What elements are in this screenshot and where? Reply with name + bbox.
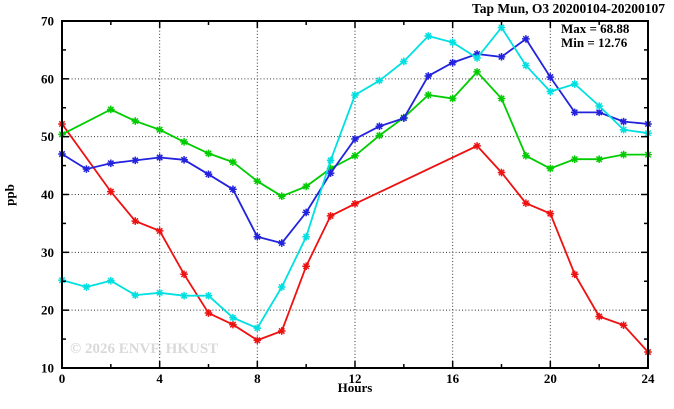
- min-annotation: Min = 12.76: [561, 35, 628, 50]
- chart-title: Tap Mun, O3 20200104-20200107: [472, 1, 665, 16]
- y-tick-label: 70: [41, 14, 54, 29]
- y-tick-label: 60: [41, 71, 54, 86]
- series: [58, 23, 652, 356]
- y-tick-label: 40: [41, 187, 54, 202]
- y-axis-label: ppb: [2, 184, 17, 206]
- x-axis-label: Hours: [338, 380, 373, 395]
- x-tick-label: 20: [544, 371, 557, 386]
- y-tick-label: 50: [41, 129, 54, 144]
- y-tick-label: 20: [41, 303, 54, 318]
- x-tick-label: 4: [156, 371, 163, 386]
- tick-labels: 0 4 8 12 16 20 24 10 20 30 40 50 60 70: [41, 14, 655, 387]
- axes: [61, 20, 649, 369]
- x-tick-label: 0: [59, 371, 66, 386]
- y-tick-label: 30: [41, 245, 54, 260]
- watermark: © 2026 ENVF, HKUST: [70, 341, 218, 357]
- x-tick-label: 24: [642, 371, 656, 386]
- max-annotation: Max = 68.88: [561, 21, 630, 36]
- x-tick-label: 8: [254, 371, 261, 386]
- y-tick-label: 10: [41, 361, 54, 376]
- x-tick-label: 12: [349, 371, 362, 386]
- x-tick-label: 16: [446, 371, 460, 386]
- green-line: [61, 70, 648, 198]
- red-line: [61, 123, 649, 353]
